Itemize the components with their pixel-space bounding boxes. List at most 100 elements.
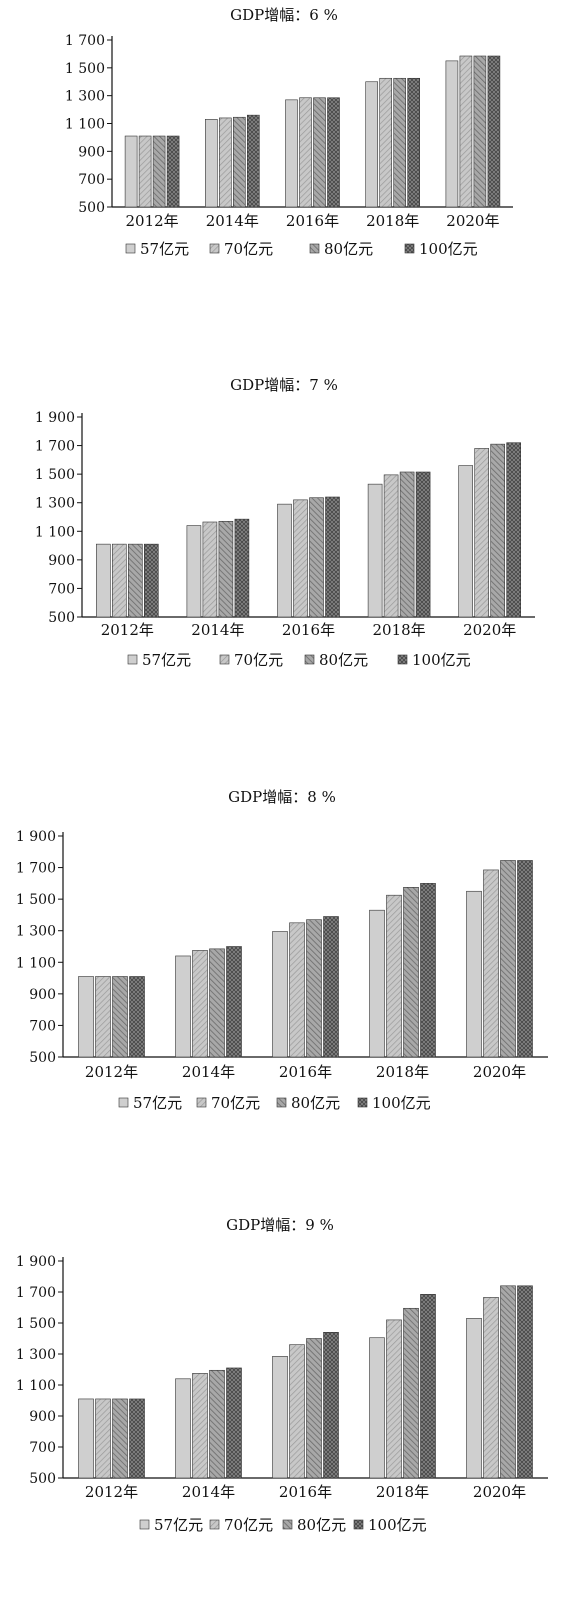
bar-2012年-70亿元 <box>95 976 111 1058</box>
bar-2020年-100亿元 <box>517 860 533 1058</box>
legend-label: 70亿元 <box>224 240 273 258</box>
legend-label: 70亿元 <box>224 1516 273 1534</box>
legend-label: 57亿元 <box>140 240 189 258</box>
y-tick-label: 1 100 <box>16 1378 56 1394</box>
bar-2016年-57亿元 <box>285 99 298 208</box>
bar-2020年-80亿元 <box>500 1285 516 1479</box>
y-tick-label: 1 900 <box>35 410 75 426</box>
bar-2012年-70亿元 <box>112 543 127 618</box>
bar-2018年-57亿元 <box>369 1337 385 1479</box>
x-tick-label: 2014年 <box>182 1483 235 1501</box>
bar-2016年-80亿元 <box>313 97 326 208</box>
bar-2014年-70亿元 <box>192 950 208 1058</box>
bar-2018年-80亿元 <box>403 1307 419 1479</box>
x-tick-label: 2016年 <box>279 1483 332 1501</box>
y-tick-label: 700 <box>29 1018 56 1034</box>
bar-2018年-70亿元 <box>379 77 393 208</box>
legend-label: 57亿元 <box>154 1516 203 1534</box>
bar-2014年-70亿元 <box>219 117 232 208</box>
bar-2018年-80亿元 <box>399 471 415 618</box>
bar-2018年-57亿元 <box>365 81 379 208</box>
y-tick-label: 1 700 <box>35 439 75 455</box>
bar-2016年-70亿元 <box>293 499 308 618</box>
bar-2016年-100亿元 <box>323 916 339 1058</box>
y-tick-label: 1 500 <box>16 1316 56 1332</box>
bar-2016年-57亿元 <box>277 503 292 618</box>
legend-swatch <box>304 654 315 665</box>
legend-swatch <box>118 1097 129 1108</box>
bar-2018年-57亿元 <box>369 909 385 1058</box>
bar-2020年-70亿元 <box>483 1297 499 1479</box>
bar-2020年-57亿元 <box>458 465 474 618</box>
legend-label: 80亿元 <box>319 651 368 669</box>
bar-2018年-100亿元 <box>407 77 421 208</box>
legend-swatch <box>357 1097 368 1108</box>
bar-2016年-57亿元 <box>272 931 288 1058</box>
bar-2014年-80亿元 <box>209 948 225 1058</box>
x-tick-label: 2020年 <box>446 212 499 230</box>
legend-swatch <box>196 1097 207 1108</box>
bar-2020年-70亿元 <box>483 869 499 1058</box>
bar-2014年-57亿元 <box>175 1378 191 1479</box>
chart-0: GDP增幅：6 % 500 700 900 1 100 1 300 1 500 1 700 20… <box>65 6 513 258</box>
legend-label: 100亿元 <box>419 240 478 258</box>
y-tick-label: 900 <box>78 144 105 160</box>
bar-2012年-57亿元 <box>96 543 111 618</box>
y-tick-label: 700 <box>29 1440 56 1456</box>
chart-3: GDP增幅：9 % 500 700 900 1 100 1 300 1 500 1 700 1 … <box>16 1216 548 1534</box>
x-tick-label: 2018年 <box>376 1063 429 1081</box>
legend-swatch <box>209 243 220 254</box>
y-tick-label: 500 <box>78 200 105 216</box>
y-tick-label: 1 300 <box>16 1347 56 1363</box>
x-tick-label: 2014年 <box>191 621 244 639</box>
legend-label: 70亿元 <box>211 1094 260 1112</box>
bar-2020年-100亿元 <box>487 55 501 208</box>
legend-swatch <box>139 1519 150 1530</box>
bar-2012年-57亿元 <box>78 976 94 1058</box>
bar-2014年-100亿元 <box>234 518 250 618</box>
bar-2012年-100亿元 <box>129 976 145 1058</box>
x-tick-label: 2012年 <box>85 1063 138 1081</box>
bar-2014年-70亿元 <box>192 1373 208 1479</box>
x-tick-label: 2020年 <box>463 621 516 639</box>
legend-swatch <box>309 243 320 254</box>
bar-2020年-70亿元 <box>474 448 490 618</box>
bar-2018年-100亿元 <box>420 1294 436 1479</box>
chart-title: GDP增幅：8 % <box>228 788 336 806</box>
legend-swatch <box>219 654 230 665</box>
x-tick-label: 2016年 <box>279 1063 332 1081</box>
bar-2016年-100亿元 <box>327 97 340 208</box>
y-tick-label: 1 700 <box>16 861 56 877</box>
legend-swatch <box>397 654 408 665</box>
bar-2020年-57亿元 <box>445 60 459 208</box>
bar-2012年-57亿元 <box>124 135 138 208</box>
bar-2014年-100亿元 <box>226 946 242 1058</box>
bar-2020年-70亿元 <box>459 55 473 208</box>
legend-swatch <box>404 243 415 254</box>
y-tick-label: 1 900 <box>16 829 56 845</box>
legend-label: 80亿元 <box>297 1516 346 1534</box>
bar-2016年-80亿元 <box>306 1338 322 1479</box>
bar-2020年-80亿元 <box>500 860 516 1058</box>
y-tick-label: 500 <box>48 610 75 626</box>
x-tick-label: 2016年 <box>286 212 339 230</box>
legend-swatch <box>282 1519 293 1530</box>
x-tick-label: 2018年 <box>366 212 419 230</box>
legend-swatch <box>276 1097 287 1108</box>
y-tick-label: 900 <box>48 553 75 569</box>
legend-label: 80亿元 <box>291 1094 340 1112</box>
bar-2014年-100亿元 <box>247 114 260 208</box>
x-tick-label: 2020年 <box>473 1063 526 1081</box>
bar-2012年-100亿元 <box>129 1398 145 1479</box>
y-tick-label: 900 <box>29 987 56 1003</box>
y-tick-label: 1 700 <box>16 1285 56 1301</box>
x-tick-label: 2020年 <box>473 1483 526 1501</box>
x-tick-label: 2016年 <box>282 621 335 639</box>
bar-2012年-100亿元 <box>166 135 180 208</box>
bar-2014年-57亿元 <box>205 119 218 208</box>
bar-2012年-70亿元 <box>95 1398 111 1479</box>
bar-2012年-57亿元 <box>78 1398 94 1479</box>
bar-2014年-57亿元 <box>186 525 202 618</box>
bar-2016年-70亿元 <box>289 1344 305 1479</box>
